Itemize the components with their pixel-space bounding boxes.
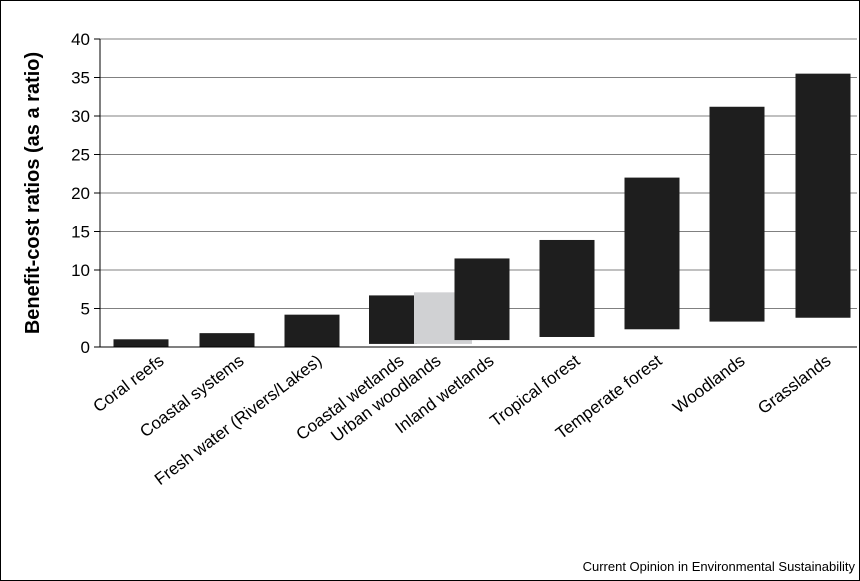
bar-tropical-forest xyxy=(539,239,595,337)
bar-fresh-water-rivers-lakes xyxy=(284,314,340,347)
bar-coral-reefs xyxy=(113,339,169,347)
y-tick-label: 0 xyxy=(81,338,90,357)
y-tick-label: 30 xyxy=(71,107,90,126)
y-tick-label: 40 xyxy=(71,30,90,49)
x-tick-label: Grasslands xyxy=(754,351,834,418)
bar-woodlands xyxy=(709,106,765,322)
y-tick-label: 15 xyxy=(71,223,90,242)
y-tick-label: 20 xyxy=(71,184,90,203)
bar-inland-wetlands xyxy=(454,258,510,341)
x-tick-label: Coral reefs xyxy=(90,351,168,416)
bar-coastal-systems xyxy=(199,333,255,347)
source-credit: Current Opinion in Environmental Sustain… xyxy=(582,559,855,574)
grid-lines xyxy=(100,38,857,309)
axes xyxy=(94,38,857,348)
x-tick-label: Inland wetlands xyxy=(392,351,498,437)
y-tick-label: 5 xyxy=(81,300,90,319)
y-tick-label: 10 xyxy=(71,261,90,280)
x-tick-label: Woodlands xyxy=(669,351,748,417)
y-tick-label: 25 xyxy=(71,146,90,165)
bar-temperate-forest xyxy=(624,177,680,330)
y-tick-labels: 0 5 10 15 20 25 30 35 40 xyxy=(71,30,90,357)
y-axis-label: Benefit-cost ratios (as a ratio) xyxy=(22,52,44,334)
y-tick-label: 35 xyxy=(71,69,90,88)
bar-grasslands xyxy=(795,73,851,318)
bar-coastal-wetlands xyxy=(369,295,417,344)
bars xyxy=(113,73,851,347)
